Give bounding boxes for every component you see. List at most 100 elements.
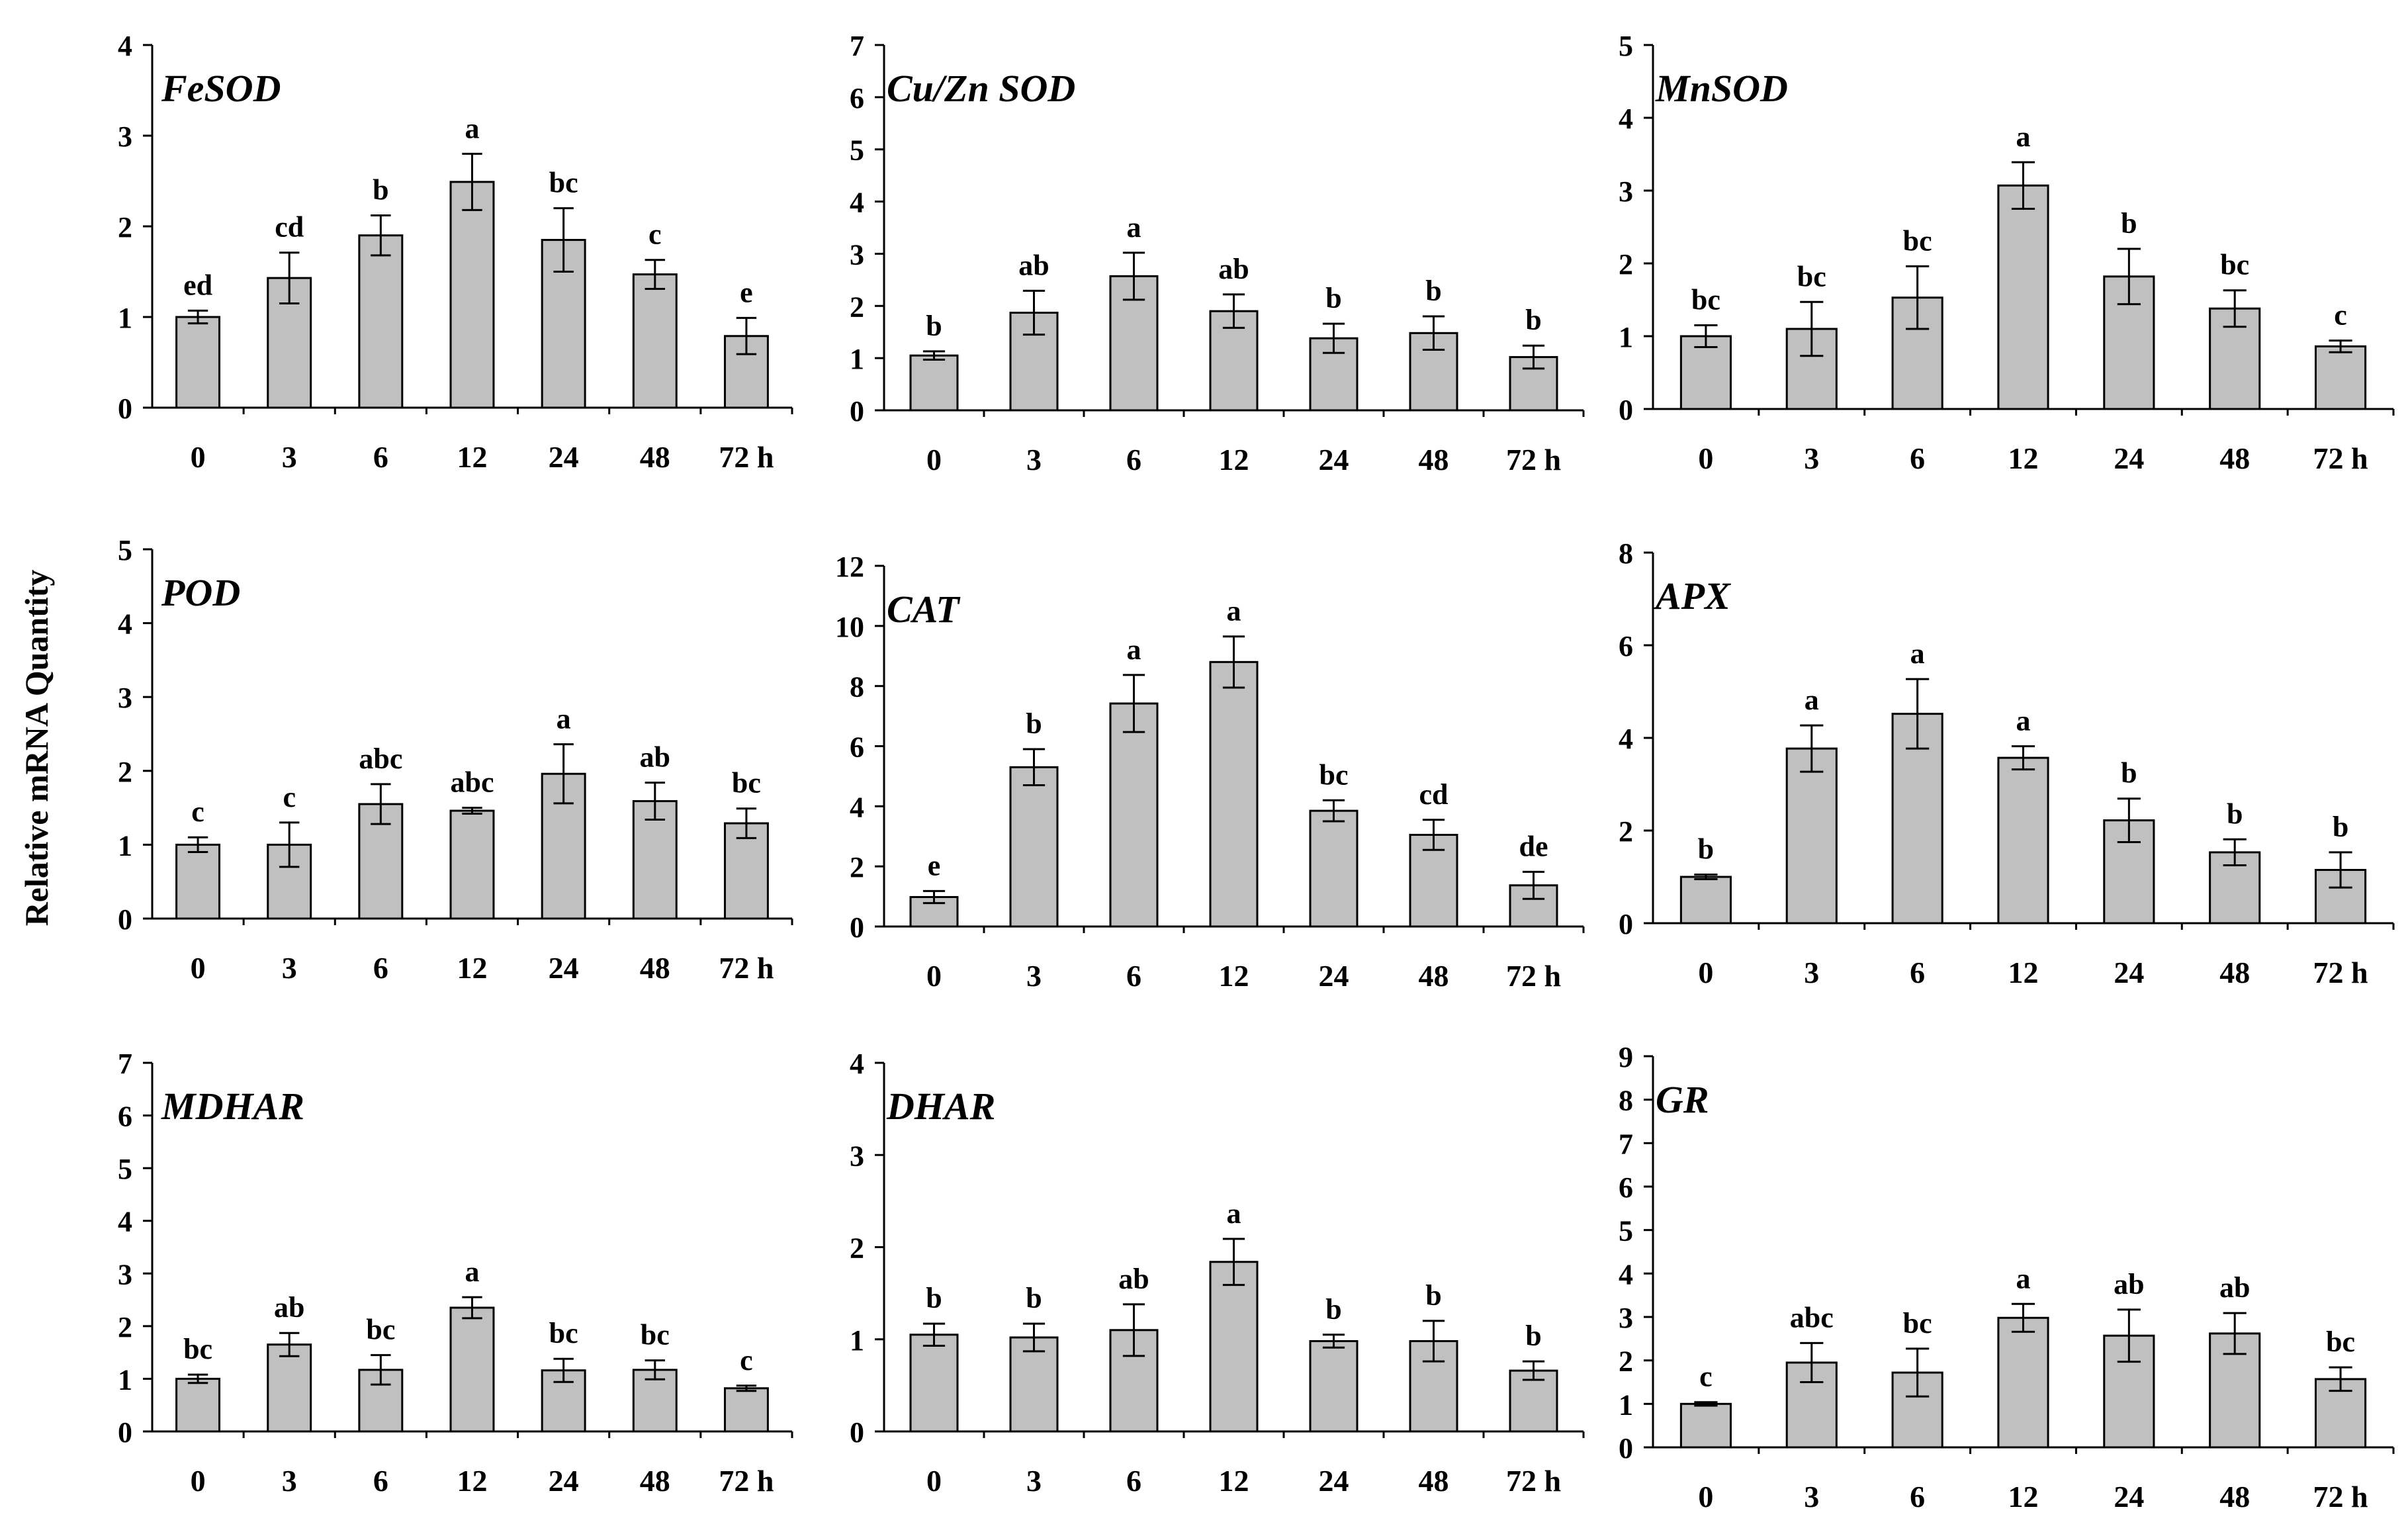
x-tick-label: 3 — [1026, 1464, 1042, 1498]
x-tick-label: 12 — [1219, 959, 1249, 993]
significance-letter: ab — [1218, 253, 1249, 285]
panel-title-fesod: FeSOD — [161, 67, 281, 110]
x-tick-label: 0 — [1698, 956, 1713, 989]
significance-letter: b — [2121, 207, 2137, 240]
y-axis-label: Relative mRNA Quantity — [18, 569, 55, 927]
x-tick-label: 3 — [1804, 441, 1819, 475]
y-tick-label: 2 — [118, 1311, 132, 1343]
x-tick-label: 12 — [457, 440, 488, 474]
bar — [449, 1306, 495, 1433]
y-tick-label: 4 — [1619, 723, 1633, 755]
y-tick-label: 0 — [118, 1416, 132, 1449]
x-tick-label: 6 — [373, 951, 388, 985]
significance-letter: b — [1425, 1279, 1441, 1312]
significance-letter: b — [2333, 811, 2348, 843]
x-tick-label: 6 — [1126, 959, 1141, 993]
x-tick-label: 24 — [2114, 956, 2144, 989]
x-tick-label: 72 h — [719, 1464, 774, 1498]
bar — [1785, 747, 1838, 925]
bar — [723, 1387, 769, 1433]
bar — [1679, 876, 1732, 925]
panel-title-pod: POD — [161, 571, 240, 614]
significance-letter: a — [2016, 120, 2031, 153]
significance-letter: c — [1699, 1361, 1713, 1393]
bar — [723, 822, 769, 920]
y-tick-label: 5 — [118, 534, 132, 566]
x-tick-label: 48 — [640, 951, 670, 985]
significance-letter: e — [928, 849, 941, 882]
significance-letter: cd — [275, 211, 304, 244]
x-tick-label: 0 — [1698, 441, 1713, 475]
y-tick-label: 5 — [1619, 30, 1633, 62]
significance-letter: c — [283, 781, 296, 813]
x-tick-label: 24 — [1319, 443, 1349, 476]
significance-letter: a — [1127, 633, 1141, 666]
y-tick-label: 3 — [118, 120, 132, 153]
y-tick-label: 7 — [118, 1048, 132, 1080]
panel-title-cu-zn-sod: Cu/Zn SOD — [887, 67, 1075, 110]
significance-letter: b — [1698, 833, 1714, 866]
x-tick-label: 6 — [373, 440, 388, 474]
y-tick-label: 3 — [1619, 1302, 1633, 1334]
significance-letter: bc — [1691, 284, 1720, 316]
significance-letter: c — [191, 795, 204, 828]
bar — [1009, 766, 1059, 928]
bar — [2315, 345, 2367, 410]
y-tick-label: 0 — [118, 903, 132, 936]
significance-letter: b — [1026, 1282, 1042, 1314]
significance-letter: b — [1026, 707, 1042, 740]
significance-letter: de — [1519, 830, 1548, 862]
y-tick-label: 4 — [850, 187, 864, 219]
bar — [1309, 1340, 1359, 1433]
bar — [449, 809, 495, 920]
bar — [1009, 1336, 1059, 1433]
y-tick-label: 4 — [850, 1048, 864, 1080]
y-tick-label: 3 — [850, 1140, 864, 1172]
y-tick-label: 2 — [850, 851, 864, 883]
y-tick-label: 3 — [850, 238, 864, 271]
y-tick-label: 2 — [850, 291, 864, 323]
x-tick-label: 3 — [282, 951, 297, 985]
x-tick-label: 72 h — [2313, 956, 2368, 989]
y-tick-label: 2 — [1619, 248, 1633, 281]
x-tick-label: 3 — [282, 440, 297, 474]
y-tick-label: 6 — [1619, 1171, 1633, 1204]
y-tick-label: 10 — [835, 611, 864, 643]
bar — [1997, 184, 2049, 410]
significance-letter: a — [557, 703, 571, 735]
x-tick-label: 72 h — [719, 440, 774, 474]
x-tick-label: 6 — [1126, 1464, 1141, 1498]
significance-letter: b — [1425, 275, 1441, 307]
y-tick-label: 7 — [850, 30, 864, 62]
bar — [175, 1377, 221, 1433]
bar — [1997, 756, 2049, 925]
y-tick-label: 12 — [835, 551, 864, 583]
x-tick-label: 3 — [282, 1464, 297, 1498]
y-tick-label: 1 — [1619, 1388, 1633, 1421]
y-tick-label: 1 — [118, 829, 132, 862]
bar — [909, 354, 959, 412]
y-tick-label: 5 — [850, 134, 864, 167]
significance-letter: a — [1910, 637, 1925, 670]
y-tick-label: 4 — [1619, 1258, 1633, 1290]
y-tick-label: 3 — [1619, 175, 1633, 208]
y-tick-label: 6 — [850, 82, 864, 114]
x-tick-label: 0 — [191, 440, 206, 474]
x-tick-label: 24 — [1319, 959, 1349, 993]
x-tick-label: 6 — [373, 1464, 388, 1498]
x-tick-label: 48 — [1419, 1464, 1449, 1498]
significance-letter: b — [926, 1282, 942, 1314]
significance-letter: bc — [366, 1314, 395, 1346]
y-tick-label: 8 — [1619, 1085, 1633, 1117]
x-tick-label: 72 h — [2313, 1480, 2368, 1514]
significance-letter: bc — [732, 767, 761, 799]
significance-letter: a — [1127, 211, 1141, 244]
